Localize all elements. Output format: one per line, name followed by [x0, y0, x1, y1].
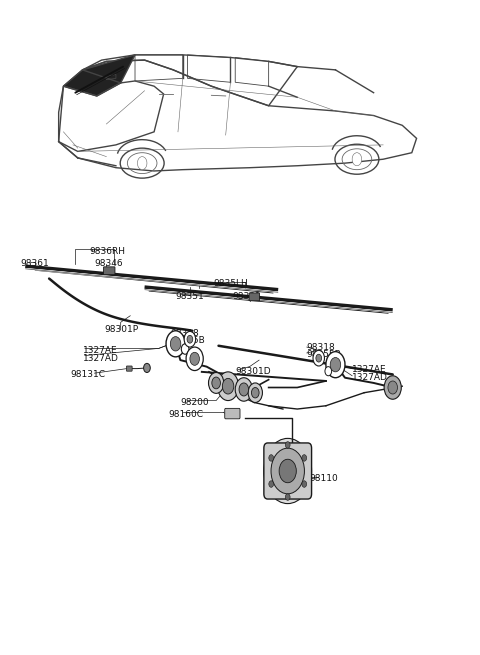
Text: 98255B: 98255B [171, 336, 205, 345]
FancyBboxPatch shape [104, 267, 115, 274]
Circle shape [187, 335, 193, 343]
Circle shape [352, 153, 362, 166]
Circle shape [330, 358, 341, 372]
Circle shape [144, 364, 150, 373]
Circle shape [285, 441, 290, 448]
Text: 98255B: 98255B [307, 350, 342, 359]
Circle shape [166, 331, 185, 357]
Circle shape [388, 381, 397, 394]
Circle shape [384, 376, 401, 400]
Circle shape [184, 331, 196, 347]
Text: 1327AE: 1327AE [83, 346, 117, 356]
Circle shape [279, 459, 296, 483]
Circle shape [217, 372, 239, 401]
Text: 98301P: 98301P [104, 325, 138, 334]
Text: 98361: 98361 [21, 259, 49, 268]
Circle shape [252, 388, 259, 398]
Circle shape [313, 350, 324, 366]
Polygon shape [63, 55, 135, 96]
Text: 1327AE: 1327AE [352, 365, 387, 375]
Circle shape [248, 383, 263, 403]
Circle shape [137, 157, 147, 170]
Text: 1327AD: 1327AD [83, 354, 119, 363]
Text: 98110: 98110 [309, 474, 338, 483]
Circle shape [285, 494, 290, 500]
Circle shape [222, 379, 234, 394]
Text: 98318: 98318 [307, 343, 336, 352]
Circle shape [190, 352, 199, 365]
Text: 1327AD: 1327AD [352, 373, 388, 382]
FancyBboxPatch shape [249, 293, 260, 301]
FancyBboxPatch shape [264, 443, 312, 499]
Circle shape [264, 438, 312, 504]
Circle shape [302, 455, 307, 461]
Circle shape [186, 347, 203, 371]
Text: 98318: 98318 [171, 329, 200, 338]
Circle shape [212, 377, 220, 389]
Circle shape [181, 344, 189, 354]
Circle shape [271, 448, 304, 494]
Text: 98160C: 98160C [168, 410, 204, 419]
Circle shape [302, 481, 307, 487]
Text: 98346: 98346 [95, 259, 123, 268]
Circle shape [239, 383, 249, 396]
Circle shape [326, 352, 345, 378]
Text: 98331: 98331 [233, 291, 262, 301]
Circle shape [170, 337, 181, 351]
Text: 98131C: 98131C [71, 370, 106, 379]
Circle shape [269, 481, 274, 487]
Circle shape [269, 455, 274, 461]
Text: 98301D: 98301D [235, 367, 271, 377]
Circle shape [235, 378, 252, 402]
Text: 98200: 98200 [180, 398, 209, 407]
Circle shape [325, 367, 332, 376]
Circle shape [316, 354, 322, 362]
Text: 9836RH: 9836RH [90, 247, 126, 255]
Circle shape [208, 373, 224, 394]
Text: 98351: 98351 [176, 291, 204, 301]
FancyBboxPatch shape [225, 408, 240, 419]
Text: 9835LH: 9835LH [214, 279, 249, 288]
FancyBboxPatch shape [126, 366, 132, 371]
